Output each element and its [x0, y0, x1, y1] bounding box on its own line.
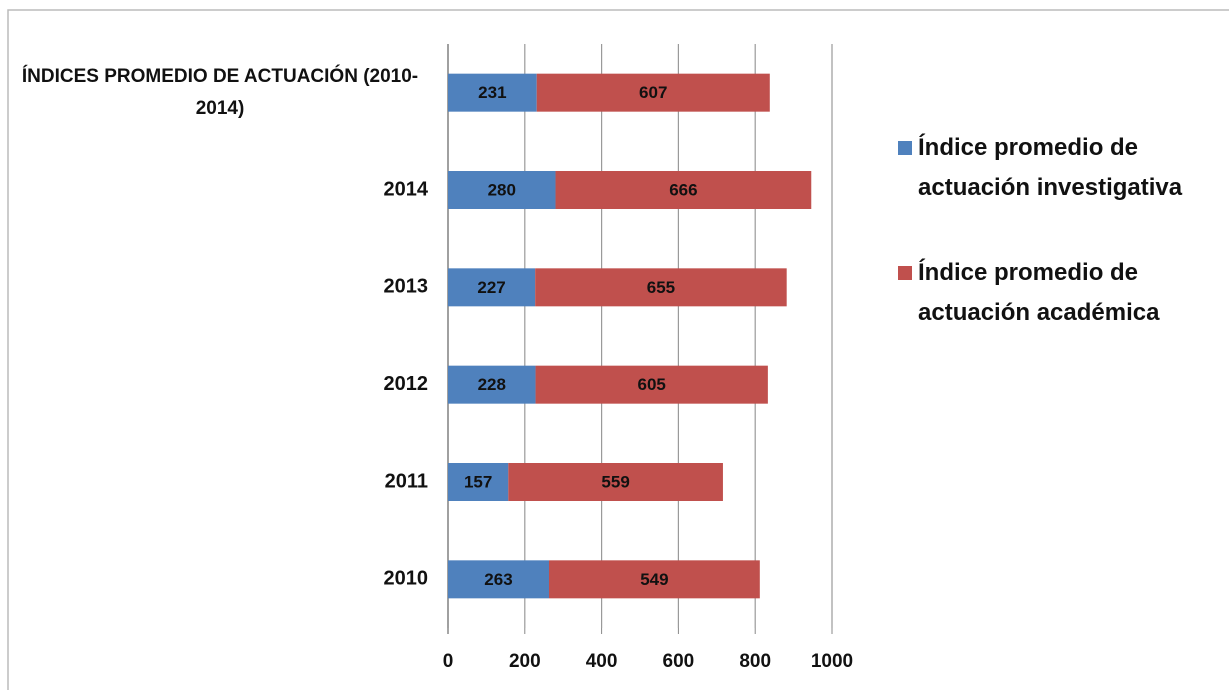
data-label: 559 [601, 472, 629, 491]
legend-label: Índice promedio de actuación académica [918, 259, 1160, 326]
x-tick-label: 1000 [811, 651, 853, 672]
legend-marker [898, 141, 912, 155]
y-tick-label: 2013 [384, 276, 429, 298]
y-tick-label: ÍNDICES PROMEDIO DE ACTUACIÓN (2010-2014… [21, 65, 419, 119]
data-label: 157 [464, 472, 492, 491]
data-label: 280 [488, 180, 516, 199]
data-label: 605 [638, 375, 666, 394]
bar-segment [535, 365, 768, 404]
bar-segment [448, 73, 537, 112]
bar-segment [448, 268, 536, 307]
data-label: 227 [477, 278, 505, 297]
y-tick-label: 2012 [384, 373, 429, 395]
chart-frame [7, 9, 1229, 690]
data-label: 655 [647, 278, 675, 297]
y-tick-label: 2010 [384, 568, 429, 590]
x-tick-label: 400 [586, 651, 618, 672]
legend-marker [898, 266, 912, 280]
x-tick-label: 800 [739, 651, 771, 672]
y-tick-label: 2011 [385, 470, 428, 492]
data-label: 231 [478, 83, 506, 102]
data-label: 263 [484, 570, 512, 589]
bar-segment [448, 365, 536, 404]
x-tick-label: 200 [509, 651, 541, 672]
bar-segment [508, 463, 723, 501]
x-tick-label: 0 [443, 651, 454, 672]
bar-segment [448, 560, 549, 599]
bar-segment [448, 171, 556, 209]
bar-segment [555, 171, 812, 209]
data-label: 607 [639, 83, 667, 102]
y-tick-label: 2014 [384, 178, 429, 200]
bar-segment [536, 73, 770, 112]
bar-segment [548, 560, 760, 599]
legend-label: Índice promedio de actuación investigati… [918, 134, 1183, 201]
bar-segment [448, 463, 509, 501]
data-label: 666 [669, 180, 697, 199]
bar-segment [535, 268, 787, 307]
data-label: 549 [640, 570, 668, 589]
data-label: 228 [478, 375, 506, 394]
x-tick-label: 600 [663, 651, 695, 672]
